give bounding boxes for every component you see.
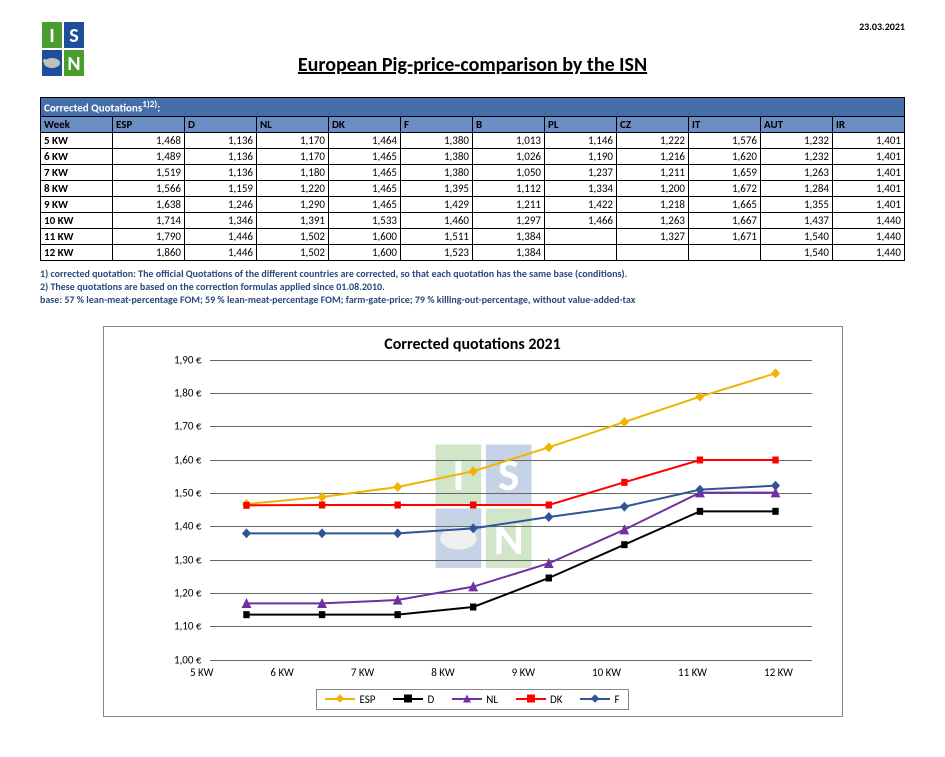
chart-title: Corrected quotations 2021 [114, 335, 832, 354]
col-header: ESP [113, 116, 185, 132]
legend-item: D [393, 693, 434, 706]
svg-text:S: S [69, 24, 78, 48]
legend-item: ESP [325, 693, 375, 706]
table-row: 12 KW1,8601,4461,5021,6001,5231,3841,540… [41, 244, 905, 260]
col-header: IT [689, 116, 761, 132]
page-title: European Pig-price-comparison by the ISN [40, 53, 905, 77]
col-header: B [473, 116, 545, 132]
col-header: PL [545, 116, 617, 132]
logo: I S N [40, 20, 110, 80]
quotations-table: Corrected Quotations1)2): WeekESPDNLDKFB… [40, 97, 905, 261]
svg-text:I: I [49, 24, 54, 48]
chart: Corrected quotations 2021 1,00 €1,10 €1,… [103, 326, 843, 717]
svg-text:N: N [67, 52, 80, 76]
x-axis: 5 KW6 KW7 KW8 KW9 KW10 KW11 KW12 KW [162, 660, 822, 685]
col-header: Week [41, 116, 113, 132]
chart-legend: ESP D NL DK F [316, 689, 628, 710]
legend-item: F [580, 693, 619, 706]
grid-area: I S N [210, 360, 812, 661]
table-row: 11 KW1,7901,4461,5021,6001,5111,3841,327… [41, 228, 905, 244]
legend-item: NL [452, 693, 498, 706]
table-row: 9 KW1,6381,2461,2901,4651,4291,2111,4221… [41, 196, 905, 212]
col-header: IR [833, 116, 905, 132]
col-header: F [401, 116, 473, 132]
y-axis: 1,00 €1,10 €1,20 €1,30 €1,40 €1,50 €1,60… [162, 360, 206, 660]
legend-item: DK [516, 693, 562, 706]
col-header: AUT [761, 116, 833, 132]
table-row: 10 KW1,7141,3461,3911,5331,4601,2971,466… [41, 212, 905, 228]
col-header: DK [329, 116, 401, 132]
table-row: 5 KW1,4681,1361,1701,4641,3801,0131,1461… [41, 132, 905, 148]
table-row: 8 KW1,5661,1591,2201,4651,3951,1121,3341… [41, 180, 905, 196]
col-header: CZ [617, 116, 689, 132]
col-header: NL [257, 116, 329, 132]
footnotes: 1) corrected quotation: The official Quo… [40, 267, 905, 306]
table-row: 7 KW1,5191,1361,1801,4651,3801,0501,2371… [41, 164, 905, 180]
document-date: 23.03.2021 [859, 20, 905, 33]
table-row: 6 KW1,4891,1361,1701,4651,3801,0261,1901… [41, 148, 905, 164]
col-header: D [185, 116, 257, 132]
table-top-label: Corrected Quotations1)2): [41, 98, 905, 117]
